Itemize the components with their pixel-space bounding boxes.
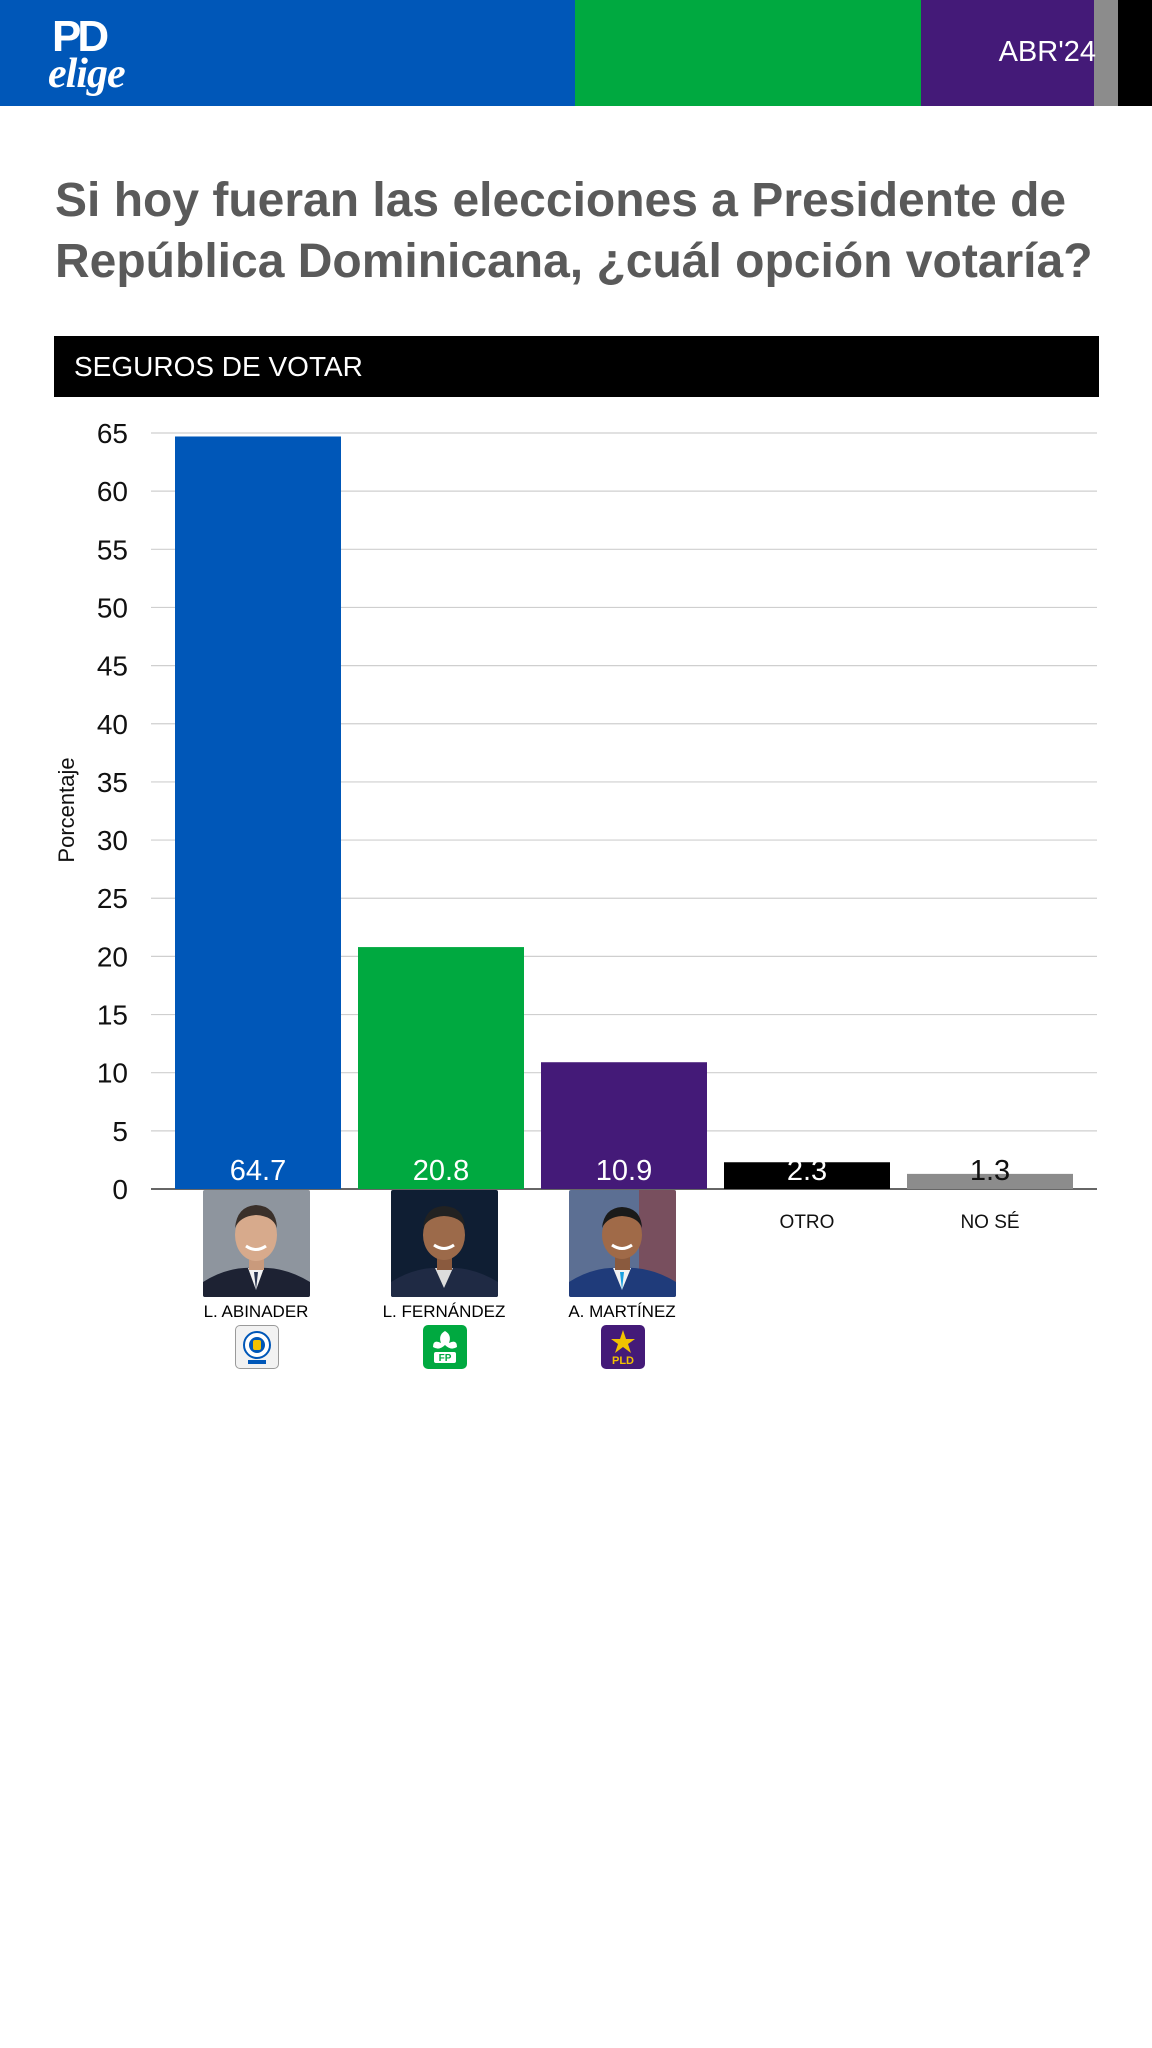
y-tick-label: 20 [97, 941, 128, 972]
y-tick-label: 55 [97, 534, 128, 565]
value-label: 2.3 [787, 1155, 827, 1187]
segment-bar: SEGUROS DE VOTAR [54, 336, 1099, 397]
candidate-name: L. ABINADER [203, 1302, 309, 1321]
fp-party-text: FP [439, 1353, 452, 1364]
pld-party-text: PLD [612, 1355, 634, 1367]
prm-party-logo-icon [235, 1325, 279, 1369]
header-blue-segment [0, 0, 575, 106]
bar [541, 1062, 707, 1189]
candidate-name: L. FERNÁNDEZ [382, 1302, 506, 1321]
fp-party-logo-icon: FP [423, 1325, 467, 1369]
y-tick-label: 15 [97, 1000, 128, 1031]
bar [175, 436, 341, 1189]
y-tick-label: 45 [97, 651, 128, 682]
header-black-segment [1118, 0, 1152, 106]
y-tick-label: 0 [112, 1174, 128, 1205]
candidate-name: A. MARTÍNEZ [568, 1302, 676, 1321]
y-tick-label: 40 [97, 709, 128, 740]
y-tick-label: 65 [97, 418, 128, 449]
header-gray-segment [1094, 0, 1118, 106]
y-tick-label: 5 [112, 1116, 128, 1147]
pld-party-logo-icon: PLD [601, 1325, 645, 1369]
question-title: Si hoy fueran las elecciones a President… [55, 174, 1093, 288]
y-tick-label: 50 [97, 592, 128, 623]
candidate-photo-martinez [569, 1190, 676, 1297]
segment-label: SEGUROS DE VOTAR [74, 351, 363, 382]
bar [907, 1173, 1073, 1189]
y-tick-label: 25 [97, 883, 128, 914]
bar-chart: 0 5 10 15 20 25 30 35 40 45 50 55 60 65 Porcentaje 64.7… [54, 418, 1097, 1233]
bar [358, 947, 524, 1189]
candidate-photo-fernandez [391, 1190, 498, 1297]
value-label: 10.9 [596, 1155, 652, 1187]
value-label: 64.7 [230, 1155, 286, 1187]
header-purple-segment [921, 0, 1094, 106]
y-tick-label: 35 [97, 767, 128, 798]
logo-line2: elige [48, 51, 126, 97]
logo-line1: PD [52, 12, 109, 61]
y-tick-label: 60 [97, 476, 128, 507]
candidate-photo-abinader [203, 1190, 310, 1297]
category-label: OTRO [780, 1212, 835, 1233]
value-label: 1.3 [970, 1155, 1010, 1187]
survey-date: ABR'24 [998, 36, 1096, 68]
category-label: NO SÉ [960, 1212, 1019, 1233]
bar [724, 1162, 890, 1189]
header-bar: PD elige ABR'24 [0, 0, 1152, 106]
header-green-segment [575, 0, 921, 106]
y-tick-label: 30 [97, 825, 128, 856]
y-axis-label: Porcentaje [54, 757, 79, 862]
y-tick-label: 10 [97, 1058, 128, 1089]
pd-elige-logo: PD elige [48, 12, 148, 97]
value-label: 20.8 [413, 1155, 469, 1187]
